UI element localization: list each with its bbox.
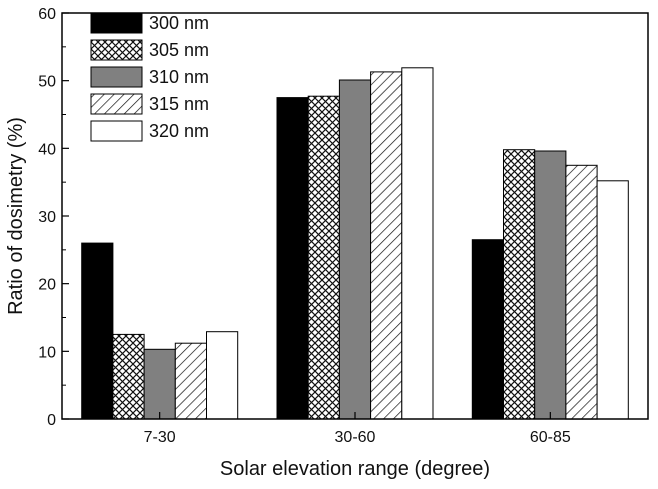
x-axis: 7-30 30-60 60-85 [144, 412, 571, 446]
x-axis-title: Solar elevation range (degree) [220, 458, 490, 480]
bars-layer [81, 67, 629, 420]
y-axis: 0 10 20 30 40 50 60 [38, 6, 69, 429]
bar-310nm-60-85 [534, 150, 567, 420]
bar-305nm-7-30 [112, 333, 145, 420]
legend-label: 320 nm [149, 121, 209, 141]
bar-320nm-7-30 [206, 331, 239, 420]
bar-310nm-30-60 [338, 79, 372, 420]
bar-310nm-7-30 [143, 348, 176, 420]
y-tick-label: 0 [47, 412, 56, 429]
y-tick-label: 30 [38, 209, 56, 226]
bar-305nm-60-85 [503, 149, 536, 420]
bar-320nm-30-60 [401, 67, 434, 420]
bar-300nm-30-60 [276, 97, 309, 420]
legend-label: 300 nm [149, 13, 209, 33]
bar-320nm-60-85 [596, 180, 629, 420]
legend-swatch [90, 66, 143, 88]
y-tick-label: 60 [38, 6, 56, 23]
bar-315nm-60-85 [565, 164, 598, 420]
legend-swatch [90, 39, 143, 61]
x-tick-label: 60-85 [530, 429, 571, 446]
y-tick-label: 20 [38, 277, 56, 294]
legend-swatch [90, 93, 143, 115]
bar-300nm-60-85 [471, 239, 504, 420]
legend-label: 315 nm [149, 94, 209, 114]
legend-label: 305 nm [149, 40, 209, 60]
x-tick-label: 30-60 [335, 429, 376, 446]
bar-300nm-7-30 [81, 242, 114, 420]
bar-315nm-30-60 [370, 71, 403, 420]
y-tick-label: 50 [38, 74, 56, 91]
legend-label: 310 nm [149, 67, 209, 87]
y-axis-title: Ratio of dosimetry (%) [5, 117, 27, 315]
y-tick-label: 10 [38, 344, 56, 361]
legend-swatch [90, 12, 143, 34]
bar-315nm-7-30 [174, 342, 208, 420]
bar-305nm-30-60 [307, 95, 340, 420]
legend-swatch [90, 120, 143, 142]
x-tick-label: 7-30 [144, 429, 176, 446]
y-tick-label: 40 [38, 141, 56, 158]
legend: 300 nm 305 nm 310 nm 315 nm 320 nm [90, 12, 209, 142]
